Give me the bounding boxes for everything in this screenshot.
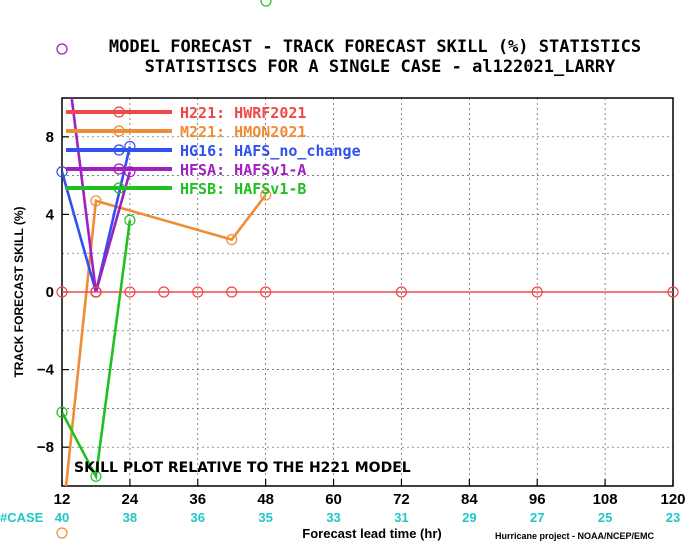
series-point	[90, 470, 102, 482]
legend-entry: H221: HWRF2021	[180, 104, 306, 122]
series-point	[56, 406, 68, 418]
x-tick-label: 84	[461, 491, 478, 508]
offscale-marker-icon	[56, 527, 68, 539]
series-point	[124, 166, 136, 178]
case-count: 40	[55, 510, 69, 525]
legend-marker	[113, 163, 125, 175]
case-count: 27	[530, 510, 544, 525]
case-count: 29	[462, 510, 476, 525]
x-tick-label: 96	[529, 491, 546, 508]
series-point	[124, 214, 136, 226]
reference-note: SKILL PLOT RELATIVE TO THE H221 MODEL	[74, 460, 411, 476]
series-point	[56, 286, 68, 298]
series-point	[90, 286, 102, 298]
series-point	[226, 286, 238, 298]
series-point	[90, 195, 102, 207]
legend-marker	[113, 125, 125, 137]
case-count: 25	[598, 510, 612, 525]
y-tick-label: −8	[37, 439, 54, 456]
legend-entry: HFSA: HAFSv1-A	[180, 161, 306, 179]
title-marker-icon	[56, 43, 68, 55]
chart-title-line1: MODEL FORECAST - TRACK FORECAST SKILL (%…	[109, 37, 641, 57]
series-line	[70, 98, 132, 293]
case-count: 38	[123, 510, 137, 525]
case-count: 33	[326, 510, 340, 525]
series-point	[56, 166, 68, 178]
case-count-label: #CASE	[0, 510, 44, 525]
x-tick-label: 60	[325, 491, 342, 508]
x-tick-label: 108	[593, 491, 618, 508]
series-point	[192, 286, 204, 298]
y-tick-label: 0	[46, 284, 54, 301]
case-count: 23	[666, 510, 680, 525]
series-point	[531, 286, 543, 298]
x-axis-label: Forecast lead time (hr)	[302, 526, 441, 541]
legend-entry: HG16: HAFS_no_change	[180, 142, 361, 160]
x-tick-label: 36	[189, 491, 206, 508]
series-line	[62, 220, 132, 481]
y-tick-label: 4	[46, 206, 55, 223]
series-point	[260, 286, 272, 298]
x-tick-label: 12	[54, 491, 71, 508]
case-count: 35	[258, 510, 272, 525]
y-axis-label: TRACK FORECAST SKILL (%)	[12, 206, 26, 377]
legend-entry: M221: HMON2021	[180, 123, 306, 141]
x-tick-label: 24	[122, 491, 139, 508]
case-count: 36	[191, 510, 205, 525]
x-tick-label: 72	[393, 491, 410, 508]
series-point	[158, 286, 170, 298]
plot-area: 1240243836364835603372318429962710825120…	[37, 0, 686, 539]
y-tick-label: 8	[46, 129, 54, 146]
offscale-marker-icon	[260, 0, 272, 7]
legend-marker	[113, 106, 125, 118]
y-tick-label: −4	[37, 362, 55, 379]
series-point	[395, 286, 408, 298]
series-point	[260, 189, 272, 201]
series-point	[667, 286, 679, 298]
chart-title-line2: STATISTISCS FOR A SINGLE CASE - al122021…	[145, 57, 617, 77]
x-tick-label: 120	[660, 491, 685, 508]
x-tick-label: 48	[257, 491, 274, 508]
series-line	[64, 194, 267, 486]
credit-text: Hurricane project - NOAA/NCEP/EMC	[495, 531, 655, 541]
case-count: 31	[394, 510, 408, 525]
legend-marker	[113, 182, 125, 194]
legend-entry: HFSB: HAFSv1-B	[180, 180, 306, 198]
legend-marker	[113, 144, 125, 156]
series-point	[124, 286, 136, 298]
series-point	[226, 234, 238, 246]
